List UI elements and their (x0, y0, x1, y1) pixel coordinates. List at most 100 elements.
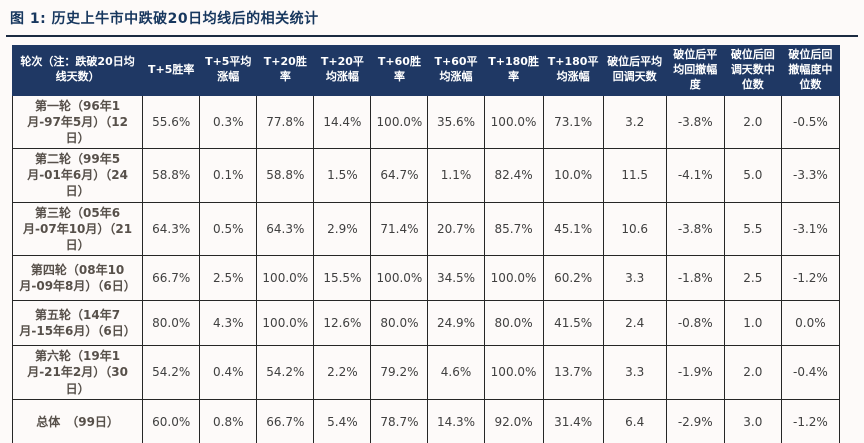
value-cell: 73.1% (542, 94, 604, 150)
value-cell: 2.5% (199, 255, 258, 302)
value-cell: 1.0 (723, 300, 782, 347)
table-row: 第六轮（19年1月-21年2月）（30日） 54.2% 0.4% 54.2% 2.2% 7… (11, 345, 841, 400)
table-row: 第三轮（05年6月-07年10月）（21日） 64.3% 0.5% 64.3% 2.9%… (11, 201, 841, 257)
figure-title: 图 1: 历史上牛市中跌破20日均线后的相关统计 (10, 11, 319, 27)
value-cell: -1.2% (780, 255, 841, 302)
value-cell: 64.7% (370, 148, 429, 203)
metric-column-header: T+20胜率 (256, 45, 315, 96)
round-label-cell: 第三轮（05年6月-07年10月）（21日） (11, 201, 144, 257)
value-cell: 15.5% (313, 255, 372, 302)
value-cell: -0.4% (780, 345, 841, 400)
value-cell: 0.3% (199, 94, 258, 150)
value-cell: 100.0% (256, 300, 315, 347)
value-cell: 64.3% (256, 201, 315, 257)
value-cell: 55.6% (142, 94, 201, 150)
metric-column-header: T+5胜率 (142, 45, 201, 96)
value-cell: -1.9% (665, 345, 725, 400)
table-body: 第一轮（96年1月-97年5月）（12日） 55.6% 0.3% 77.8% 14.4%… (11, 94, 841, 443)
value-cell: 10.0% (542, 148, 604, 203)
round-label-cell: 第六轮（19年1月-21年2月）（30日） (11, 345, 144, 400)
value-cell: -3.8% (665, 94, 725, 150)
value-cell: 80.0% (370, 300, 429, 347)
value-cell: 10.6 (602, 201, 667, 257)
value-cell: 60.2% (542, 255, 604, 302)
value-cell: 60.0% (142, 398, 201, 443)
table-row: 第二轮（99年5月-01年6月）（24日） 58.8% 0.1% 58.8% 1.5% 6… (11, 148, 841, 203)
value-cell: 64.3% (142, 201, 201, 257)
value-cell: 3.0 (723, 398, 782, 443)
round-label-cell: 第五轮（14年7月-15年6月）（6日） (11, 300, 144, 347)
value-cell: 24.9% (427, 300, 485, 347)
value-cell: 0.4% (199, 345, 258, 400)
metric-column-header: 破位后回撤幅度中位数 (780, 45, 841, 96)
value-cell: 35.6% (427, 94, 485, 150)
title-divider (6, 35, 858, 37)
value-cell: -0.8% (665, 300, 725, 347)
value-cell: 11.5 (602, 148, 667, 203)
metric-column-header: T+20平均涨幅 (313, 45, 372, 96)
value-cell: -2.9% (665, 398, 725, 443)
table-row: 总体 （99日） 60.0% 0.8% 66.7% 5.4% 78.7% 14.3% 92.0… (11, 398, 841, 443)
value-cell: 100.0% (256, 255, 315, 302)
value-cell: 14.3% (427, 398, 485, 443)
value-cell: 2.0 (723, 345, 782, 400)
round-label-cell: 第二轮（99年5月-01年6月）（24日） (11, 148, 144, 203)
metric-column-header: T+180平均涨幅 (542, 45, 604, 96)
value-cell: 66.7% (256, 398, 315, 443)
value-cell: 1.5% (313, 148, 372, 203)
round-label-cell: 总体 （99日） (11, 398, 144, 443)
table-header-row: 轮次（注：跌破20日均线天数） T+5胜率 T+5平均涨幅 T+20胜率 T+20平均涨… (11, 45, 841, 96)
value-cell: 4.6% (427, 345, 485, 400)
metric-column-header: T+60平均涨幅 (427, 45, 485, 96)
value-cell: 82.4% (483, 148, 544, 203)
metric-column-header: 破位后回调天数中位数 (723, 45, 782, 96)
value-cell: 100.0% (483, 94, 544, 150)
value-cell: 66.7% (142, 255, 201, 302)
value-cell: 80.0% (483, 300, 544, 347)
value-cell: -1.2% (780, 398, 841, 443)
value-cell: 13.7% (542, 345, 604, 400)
value-cell: -3.8% (665, 201, 725, 257)
stats-table: 轮次（注：跌破20日均线天数） T+5胜率 T+5平均涨幅 T+20胜率 T+20平均涨… (11, 45, 841, 443)
value-cell: 77.8% (256, 94, 315, 150)
table-row: 第一轮（96年1月-97年5月）（12日） 55.6% 0.3% 77.8% 14.4%… (11, 94, 841, 150)
value-cell: -0.5% (780, 94, 841, 150)
table-row: 第四轮（08年10月-09年8月）（6日） 66.7% 2.5% 100.0% 15.5… (11, 255, 841, 302)
value-cell: 34.5% (427, 255, 485, 302)
metric-column-header: 破位后平均回撤幅度 (665, 45, 725, 96)
value-cell: 0.8% (199, 398, 258, 443)
value-cell: 5.4% (313, 398, 372, 443)
round-column-header: 轮次（注：跌破20日均线天数） (11, 45, 144, 96)
round-label-cell: 第一轮（96年1月-97年5月）（12日） (11, 94, 144, 150)
value-cell: 31.4% (542, 398, 604, 443)
value-cell: 0.5% (199, 201, 258, 257)
value-cell: 2.0 (723, 94, 782, 150)
value-cell: 3.2 (602, 94, 667, 150)
value-cell: 58.8% (256, 148, 315, 203)
value-cell: -4.1% (665, 148, 725, 203)
value-cell: 2.4 (602, 300, 667, 347)
value-cell: 0.0% (780, 300, 841, 347)
value-cell: 58.8% (142, 148, 201, 203)
value-cell: 20.7% (427, 201, 485, 257)
value-cell: 12.6% (313, 300, 372, 347)
figure-title-bar: 图 1: 历史上牛市中跌破20日均线后的相关统计 (0, 0, 864, 32)
metric-column-header: 破位后平均回调天数 (602, 45, 667, 96)
value-cell: 80.0% (142, 300, 201, 347)
value-cell: 4.3% (199, 300, 258, 347)
value-cell: 78.7% (370, 398, 429, 443)
value-cell: 5.0 (723, 148, 782, 203)
value-cell: 6.4 (602, 398, 667, 443)
metric-column-header: T+5平均涨幅 (199, 45, 258, 96)
value-cell: 2.2% (313, 345, 372, 400)
value-cell: 3.3 (602, 345, 667, 400)
value-cell: 85.7% (483, 201, 544, 257)
metric-column-header: T+180胜率 (483, 45, 544, 96)
value-cell: 1.1% (427, 148, 485, 203)
value-cell: 2.9% (313, 201, 372, 257)
value-cell: 54.2% (256, 345, 315, 400)
value-cell: 100.0% (483, 345, 544, 400)
value-cell: -3.1% (780, 201, 841, 257)
table-row: 第五轮（14年7月-15年6月）（6日） 80.0% 4.3% 100.0% 12.6%… (11, 300, 841, 347)
